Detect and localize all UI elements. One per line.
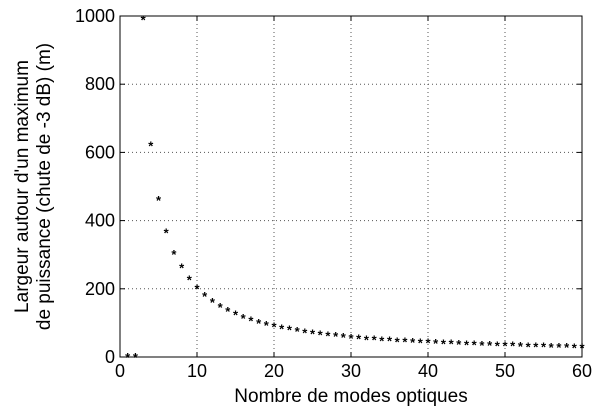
- y-tick-label: 600: [85, 142, 115, 162]
- data-point: *: [187, 272, 193, 287]
- x-tick-label: 60: [572, 361, 592, 381]
- data-point: *: [402, 335, 408, 350]
- data-point: *: [171, 247, 177, 262]
- data-point: *: [449, 337, 455, 352]
- data-point: *: [364, 332, 370, 347]
- data-point: *: [510, 339, 516, 354]
- data-point: *: [372, 333, 378, 348]
- data-point: *: [248, 314, 254, 329]
- data-point: *: [579, 340, 585, 355]
- data-point: *: [141, 12, 147, 27]
- data-point: *: [395, 334, 401, 349]
- data-point: *: [549, 340, 555, 355]
- data-point: *: [348, 331, 354, 346]
- y-tick-label: 200: [85, 279, 115, 299]
- data-point: *: [318, 327, 324, 342]
- data-point: *: [310, 326, 316, 341]
- data-point: *: [295, 324, 301, 339]
- data-point: *: [194, 281, 200, 296]
- x-axis-label: Nombre de modes optiques: [234, 386, 467, 407]
- data-point: *: [410, 335, 416, 350]
- data-point: *: [179, 261, 185, 276]
- data-point: *: [164, 226, 170, 241]
- grid-lines: [120, 16, 582, 357]
- data-point: *: [218, 300, 224, 315]
- y-axis-label-line-1: Largeur autour d'un maximum: [12, 60, 33, 313]
- data-point: *: [148, 139, 154, 154]
- data-point: *: [241, 311, 247, 326]
- y-tick-label: 800: [85, 74, 115, 94]
- x-tick-label: 50: [495, 361, 515, 381]
- data-point: *: [433, 336, 439, 351]
- data-point: *: [202, 289, 208, 304]
- data-point: *: [133, 350, 139, 365]
- data-point: *: [502, 339, 508, 354]
- data-point: *: [356, 332, 362, 347]
- data-points: * ********** * * * * * * * * * * * * * * * * * * * * * * * * * * * * *…: [125, 12, 585, 365]
- data-point: *: [387, 334, 393, 349]
- data-point: *: [264, 318, 270, 333]
- data-point: *: [341, 330, 347, 345]
- plot-area-frame: [119, 15, 583, 358]
- y-axis-label-line-2: de puissance (chute de -3 dB) (m): [34, 43, 55, 330]
- data-point: *: [418, 335, 424, 350]
- data-point: *: [541, 340, 547, 355]
- data-point: *: [379, 333, 385, 348]
- x-tick-label: 40: [418, 361, 438, 381]
- data-point: *: [279, 321, 285, 336]
- data-point: *: [564, 340, 570, 355]
- data-point: *: [333, 329, 339, 344]
- data-point: *: [487, 338, 493, 353]
- data-point: *: [479, 338, 485, 353]
- x-tick-label: 10: [187, 361, 207, 381]
- data-point: *: [556, 340, 562, 355]
- y-tick-label: 400: [85, 211, 115, 231]
- data-point: *: [472, 338, 478, 353]
- data-point: *: [225, 304, 231, 319]
- data-point: *: [125, 350, 131, 365]
- y-tick-label: 1000: [75, 6, 115, 26]
- data-point: *: [156, 193, 162, 208]
- data-point: *: [533, 339, 539, 354]
- data-point: *: [210, 295, 216, 310]
- data-point: *: [325, 329, 331, 344]
- data-point: *: [233, 308, 239, 323]
- data-point: *: [518, 339, 524, 354]
- data-point: *: [302, 325, 308, 340]
- x-tick-label: 20: [264, 361, 284, 381]
- y-tick-label: 0: [105, 347, 115, 367]
- data-point: *: [456, 337, 462, 352]
- data-point: *: [441, 336, 447, 351]
- data-point: *: [287, 323, 293, 338]
- data-point: *: [572, 340, 578, 355]
- x-tick-label: 30: [341, 361, 361, 381]
- data-point: *: [425, 336, 431, 351]
- x-tick-label: 0: [115, 361, 125, 381]
- data-point: *: [495, 338, 501, 353]
- data-point: *: [464, 337, 470, 352]
- data-point: *: [256, 316, 262, 331]
- data-point: *: [271, 320, 277, 335]
- data-point: *: [526, 339, 532, 354]
